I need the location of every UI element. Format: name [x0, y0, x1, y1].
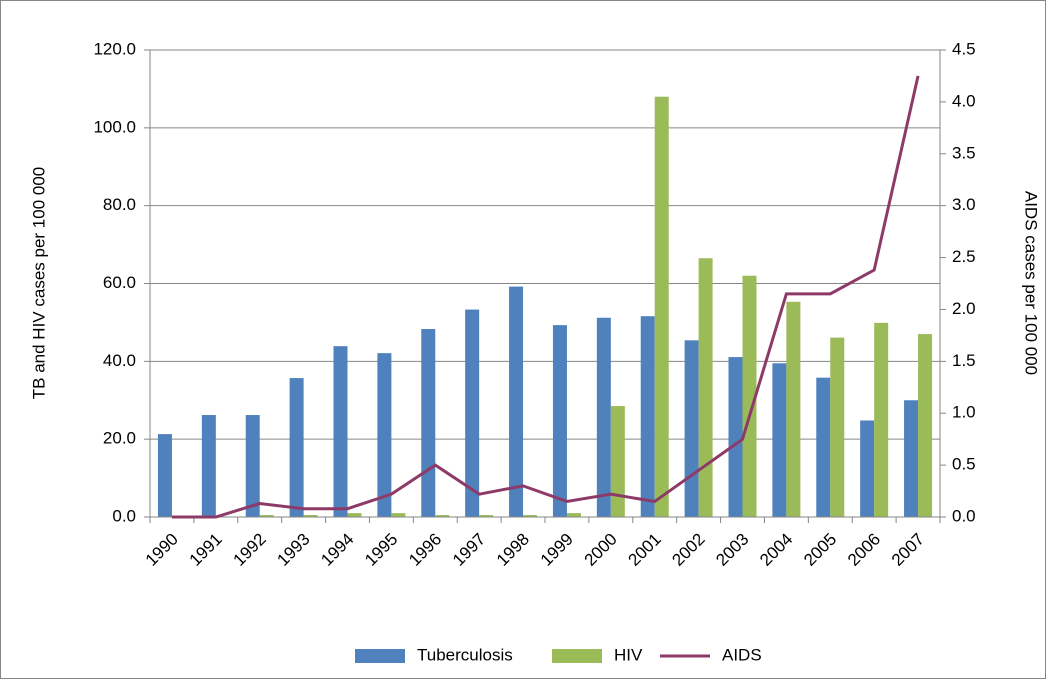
y2-tick-label: 3.0	[952, 195, 976, 214]
y-tick-label: 0.0	[112, 506, 136, 525]
y2-tick-label: 4.0	[952, 91, 976, 110]
bar	[860, 420, 875, 517]
bar	[772, 363, 787, 517]
bar	[874, 322, 889, 517]
legend-swatch	[552, 649, 602, 663]
bar	[742, 275, 757, 517]
bar	[698, 258, 713, 517]
bar	[610, 406, 625, 517]
line-series	[171, 75, 920, 519]
bar	[465, 309, 480, 517]
bar	[479, 515, 494, 517]
y-tick-label: 40.0	[103, 351, 136, 370]
legend-label: Tuberculosis	[417, 645, 513, 664]
bar	[157, 434, 172, 517]
bar	[918, 334, 933, 517]
bar	[816, 377, 831, 517]
legend-label: HIV	[614, 645, 643, 664]
bar	[654, 96, 669, 517]
y-tick-label: 60.0	[103, 273, 136, 292]
bar	[347, 513, 362, 517]
bar	[786, 301, 801, 517]
bar	[566, 513, 581, 517]
bar	[435, 515, 450, 517]
bar	[523, 515, 538, 517]
y2-tick-label: 0.5	[952, 455, 976, 474]
bar	[904, 400, 919, 517]
y2-tick-label: 1.0	[952, 403, 976, 422]
y-axis-label: TB and HIV cases per 100 000	[29, 167, 48, 399]
bar	[830, 337, 845, 517]
legend-label: AIDS	[722, 645, 762, 664]
y2-tick-label: 2.5	[952, 247, 976, 266]
legend-swatch	[355, 649, 405, 663]
bar	[245, 415, 260, 517]
bar	[377, 353, 392, 517]
bar	[509, 286, 524, 517]
y2-axis-label: AIDS cases per 100 000	[1022, 191, 1041, 375]
y-tick-label: 80.0	[103, 195, 136, 214]
bar	[728, 357, 743, 517]
y2-tick-label: 0.0	[952, 506, 976, 525]
bar	[303, 515, 318, 517]
bar	[596, 317, 611, 517]
y-tick-label: 120.0	[93, 39, 136, 58]
y2-tick-label: 2.0	[952, 299, 976, 318]
bar	[391, 513, 406, 517]
bar	[552, 325, 567, 517]
bar	[684, 340, 699, 517]
bar	[259, 515, 274, 517]
y2-tick-label: 3.5	[952, 143, 976, 162]
bar	[333, 346, 348, 517]
y2-tick-label: 4.5	[952, 39, 976, 58]
y-tick-label: 20.0	[103, 429, 136, 448]
y2-tick-label: 1.5	[952, 351, 976, 370]
bar	[201, 415, 216, 517]
bar	[640, 316, 655, 517]
bar	[421, 329, 436, 517]
y-tick-label: 100.0	[93, 117, 136, 136]
bar	[289, 378, 304, 517]
